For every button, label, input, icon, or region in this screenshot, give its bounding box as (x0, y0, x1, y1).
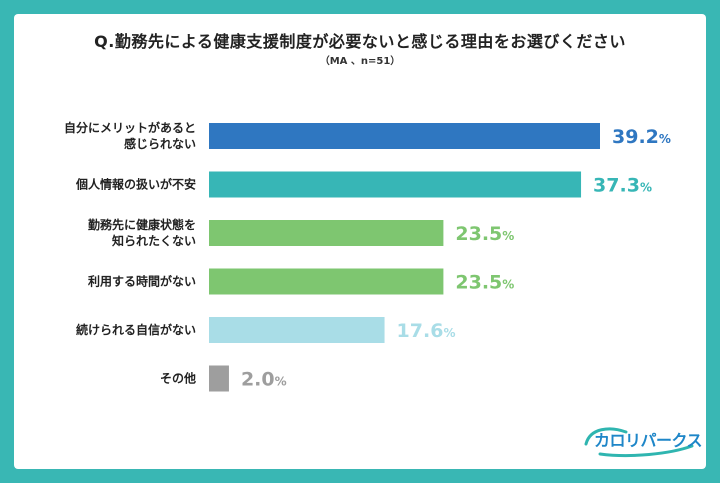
value-label-1: 37.3% (593, 175, 652, 197)
bar-0 (209, 123, 600, 149)
value-label-4: 17.6% (397, 320, 456, 342)
category-label-2: 勤務先に健康状態を知られたくない (88, 217, 196, 248)
value-label-5: 2.0% (241, 369, 287, 391)
logo-swoosh-icon (584, 427, 694, 458)
bar-3 (209, 268, 444, 295)
brand-logo: カロリパークス (580, 424, 703, 458)
value-label-3: 23.5% (455, 272, 514, 294)
value-label-0: 39.2% (612, 126, 671, 148)
chart-title: Q.勤務先による健康支援制度が必要ないと感じる理由をお選びください (94, 32, 626, 51)
category-label-5: その他 (160, 371, 196, 386)
category-label-1: 個人情報の扱いが不安 (75, 177, 196, 192)
bar-4 (209, 317, 385, 343)
logo-text: カロリパークス (594, 431, 703, 450)
category-label-0: 自分にメリットがあると感じられない (64, 120, 196, 151)
category-label-4: 続けられる自信がない (76, 322, 196, 337)
bar-1 (209, 171, 582, 198)
bar-2 (209, 220, 444, 246)
value-label-2: 23.5% (455, 223, 514, 245)
chart-subtitle: （MA 、n=51） (319, 56, 401, 67)
bar-5 (209, 365, 229, 392)
category-label-3: 利用する時間がない (88, 274, 196, 289)
